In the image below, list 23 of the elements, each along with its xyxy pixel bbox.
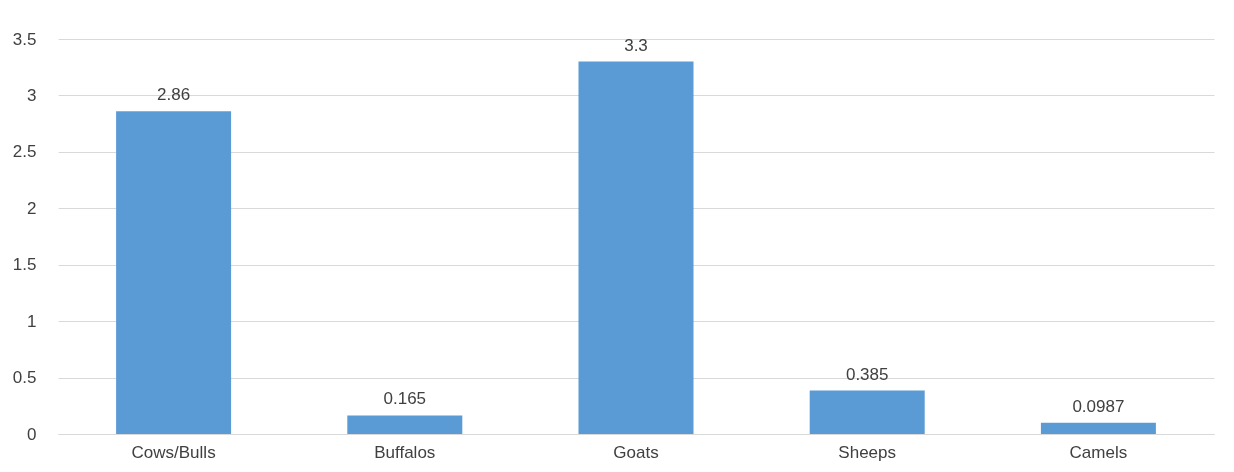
- data-label: 2.86: [157, 85, 191, 105]
- x-tick-label: Buffalos: [374, 442, 436, 462]
- y-tick-label: 3.5: [12, 29, 37, 49]
- y-tick-label: 2: [27, 198, 37, 218]
- data-label: 0.385: [845, 364, 889, 384]
- data-label: 0.165: [383, 389, 427, 409]
- data-label: 3.3: [624, 35, 648, 55]
- bar: [809, 390, 925, 434]
- x-tick-label: Goats: [613, 442, 659, 462]
- x-tick-label: Sheeps: [838, 442, 897, 462]
- bar: [347, 415, 463, 434]
- x-tick-label: Camels: [1069, 442, 1128, 462]
- y-tick-label: 2.5: [12, 142, 37, 162]
- y-tick-label: 1.5: [12, 255, 37, 275]
- y-tick-label: 0.5: [12, 368, 37, 388]
- y-tick-label: 3: [27, 85, 37, 105]
- y-tick-label: 1: [27, 311, 37, 331]
- y-tick-label: 0: [27, 424, 37, 444]
- bar: [1040, 422, 1156, 434]
- bar: [578, 61, 694, 434]
- bar: [116, 111, 232, 434]
- data-label: 0.0987: [1072, 396, 1125, 416]
- x-tick-label: Cows/Bulls: [131, 442, 216, 462]
